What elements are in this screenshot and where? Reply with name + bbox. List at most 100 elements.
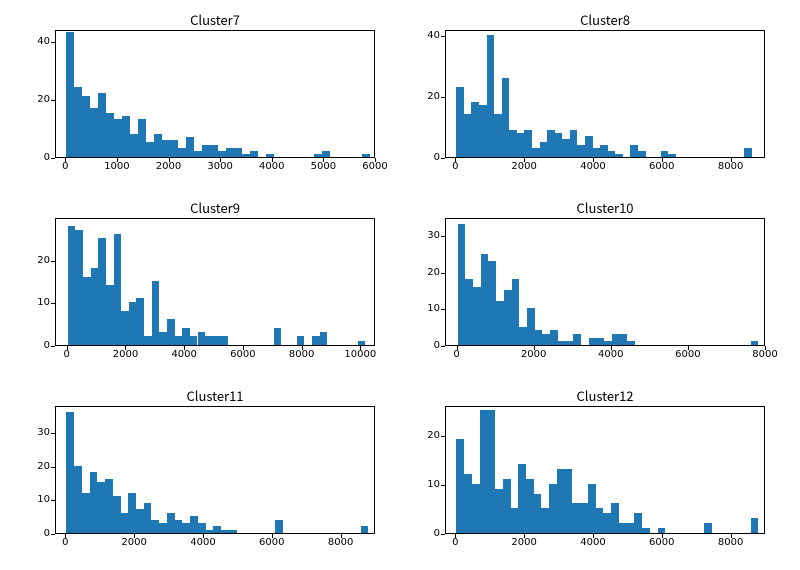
histogram-bar xyxy=(487,410,495,533)
panel-4: Cluster10020004000600080000102030 xyxy=(445,218,765,346)
histogram-bar xyxy=(129,302,137,345)
ytick-mark xyxy=(441,97,445,98)
histogram-bar xyxy=(517,133,525,157)
histogram-bar xyxy=(512,279,520,345)
panel-3: Cluster9020004000600080001000001020 xyxy=(55,218,375,346)
histogram-bar xyxy=(541,508,549,533)
histogram-bar xyxy=(627,341,635,345)
histogram-bar xyxy=(509,130,517,157)
xtick-label: 0 xyxy=(452,538,458,548)
histogram-bar xyxy=(205,336,213,345)
histogram-bar xyxy=(668,154,676,157)
histogram-bar xyxy=(159,523,167,533)
panel-1: Cluster7010002000300040005000600002040 xyxy=(55,30,375,158)
ytick-mark xyxy=(441,436,445,437)
xtick-label: 2000 xyxy=(113,350,138,360)
histogram-bar xyxy=(456,87,464,157)
histogram-bar xyxy=(619,523,627,533)
histogram-bar xyxy=(615,154,623,157)
histogram-bar xyxy=(504,290,512,345)
histogram-bar xyxy=(458,224,466,345)
histogram-bar xyxy=(502,78,510,157)
histogram-bar xyxy=(487,35,495,157)
histogram-bar xyxy=(532,148,540,157)
ytick-mark xyxy=(51,467,55,468)
histogram-bar xyxy=(206,530,214,533)
panel-title: Cluster10 xyxy=(445,198,765,217)
histogram-bar xyxy=(611,503,619,533)
histogram-bar xyxy=(98,238,106,345)
histogram-bar xyxy=(128,493,136,533)
histogram-bar xyxy=(542,334,550,345)
ytick-label: 0 xyxy=(434,153,440,163)
histogram-bar xyxy=(573,334,581,345)
histogram-bar xyxy=(481,254,489,345)
ytick-label: 0 xyxy=(44,341,50,351)
histogram-bar xyxy=(242,154,250,157)
ytick-label: 0 xyxy=(434,529,440,539)
histogram-bar xyxy=(518,464,526,533)
histogram-bar xyxy=(562,139,570,157)
histogram-bar xyxy=(658,528,666,533)
histogram-bar xyxy=(91,268,99,345)
histogram-bar xyxy=(589,338,597,345)
histogram-bar xyxy=(496,301,504,345)
xtick-label: 6000 xyxy=(675,350,700,360)
xtick-label: 0 xyxy=(453,350,459,360)
histogram-bar xyxy=(68,226,76,345)
ytick-label: 10 xyxy=(37,298,50,308)
histogram-bar xyxy=(198,523,206,533)
ytick-mark xyxy=(51,158,55,159)
histogram-bar xyxy=(600,145,608,157)
histogram-bar xyxy=(198,332,206,345)
histogram-bar xyxy=(314,154,322,157)
histogram-bar xyxy=(234,148,242,157)
xtick-label: 4000 xyxy=(580,162,605,172)
ytick-mark xyxy=(51,500,55,501)
xtick-label: 0 xyxy=(62,538,68,548)
histogram-bar xyxy=(66,32,74,157)
histogram-bar xyxy=(194,151,202,157)
histogram-bar xyxy=(136,298,144,345)
ytick-mark xyxy=(441,236,445,237)
histogram-bar xyxy=(535,330,543,345)
histogram-bar xyxy=(471,102,479,157)
ytick-label: 0 xyxy=(434,341,440,351)
histogram-bar xyxy=(66,412,74,533)
panel-title: Cluster7 xyxy=(55,10,375,29)
histogram-bar xyxy=(480,410,488,533)
histogram-bar xyxy=(229,530,237,533)
axes-frame xyxy=(445,218,765,346)
histogram-bar xyxy=(604,341,612,345)
histogram-bar xyxy=(274,328,282,345)
histogram-bar xyxy=(182,523,190,533)
histogram-bar xyxy=(511,508,519,533)
histogram-bar xyxy=(358,341,366,345)
histogram-bar xyxy=(218,151,226,157)
histogram-bar xyxy=(136,509,144,533)
panel-title: Cluster8 xyxy=(445,10,765,29)
ytick-mark xyxy=(51,433,55,434)
histogram-bar xyxy=(619,334,627,345)
histogram-bar xyxy=(572,503,580,533)
ytick-label: 20 xyxy=(427,431,440,441)
ytick-label: 20 xyxy=(37,95,50,105)
histogram-bar xyxy=(322,151,330,157)
histogram-bar xyxy=(121,513,129,533)
histogram-bar xyxy=(565,469,573,533)
histogram-bar xyxy=(170,140,178,157)
axes-frame xyxy=(55,406,375,534)
histogram-bar xyxy=(213,526,221,533)
histogram-bar xyxy=(190,516,198,533)
histogram-bar xyxy=(167,319,175,345)
histogram-bar xyxy=(114,119,122,157)
histogram-bar xyxy=(456,439,464,533)
histogram-bar xyxy=(593,148,601,157)
histogram-bar xyxy=(275,520,283,533)
histogram-bar xyxy=(473,287,481,346)
histogram-bar xyxy=(634,513,642,533)
histogram-bar xyxy=(121,311,129,345)
histogram-bar xyxy=(642,528,650,533)
ytick-mark xyxy=(51,42,55,43)
histogram-bar xyxy=(661,151,669,157)
